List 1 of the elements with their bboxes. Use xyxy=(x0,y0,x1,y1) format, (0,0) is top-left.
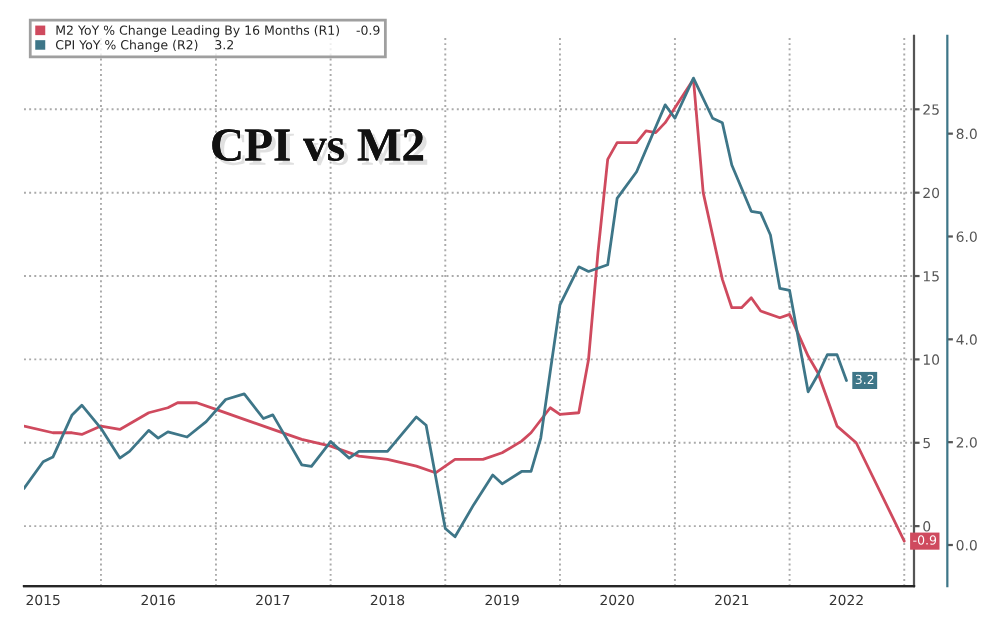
text: CPI vs M2 xyxy=(212,129,428,166)
